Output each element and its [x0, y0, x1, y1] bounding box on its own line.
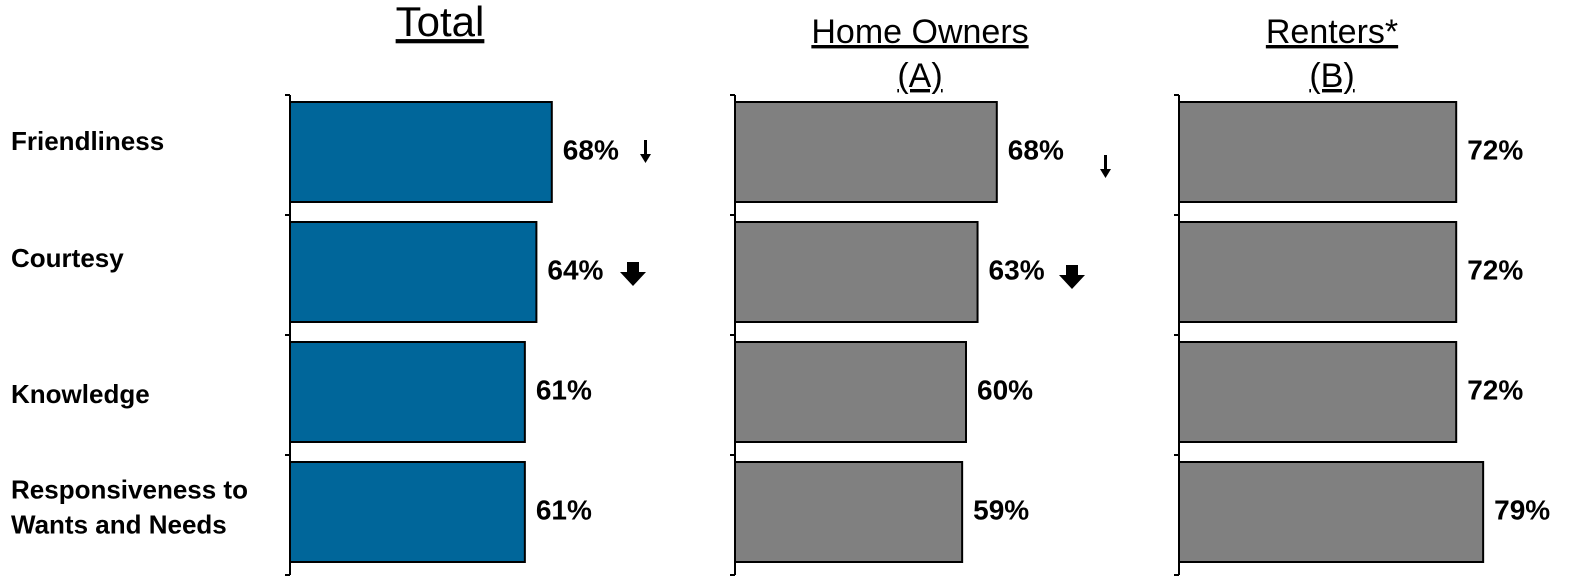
bar [1178, 461, 1485, 563]
value-label: 72% [1467, 134, 1523, 165]
value-label: 64% [547, 254, 603, 285]
bar [734, 221, 979, 323]
bar [734, 101, 998, 203]
value-label: 68% [1008, 134, 1064, 165]
panel-title: Renters* (B) [1266, 13, 1398, 95]
value-label: 63% [989, 254, 1045, 285]
bar [1178, 101, 1458, 203]
bar [289, 101, 553, 203]
category-label: Knowledge [11, 379, 150, 409]
value-label: 72% [1467, 254, 1523, 285]
value-label: 61% [536, 374, 592, 405]
panel-title: Home Owners (A) [811, 13, 1028, 95]
arrow-down-large [1059, 265, 1085, 289]
bar [734, 341, 967, 443]
value-label: 60% [977, 374, 1033, 405]
value-label: 72% [1467, 374, 1523, 405]
category-label: Courtesy [11, 243, 124, 273]
bar [289, 341, 526, 443]
value-label: 79% [1494, 494, 1550, 525]
panel-title: Total [396, 0, 485, 45]
bar [734, 461, 964, 563]
significance-arrows [620, 140, 1111, 289]
bar [1178, 221, 1458, 323]
value-label: 68% [563, 134, 619, 165]
arrow-down-small [1100, 155, 1111, 178]
value-label: 59% [973, 494, 1029, 525]
bar [1178, 341, 1458, 443]
bar [289, 461, 526, 563]
value-label: 61% [536, 494, 592, 525]
bar [289, 221, 538, 323]
category-label: Friendliness [11, 126, 164, 156]
category-label: Responsiveness to Wants and Needs [11, 474, 248, 539]
arrow-down-small [640, 140, 651, 163]
arrow-down-large [620, 262, 646, 286]
